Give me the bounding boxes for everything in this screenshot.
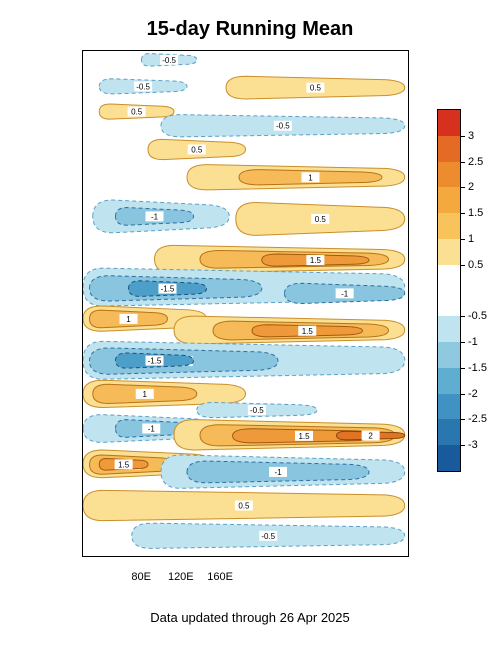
svg-text:-1.5: -1.5 <box>161 285 175 294</box>
x-tick-label: 160E <box>207 571 233 583</box>
colorbar-tick-label: -1 <box>460 336 478 348</box>
chart-title: 15-day Running Mean <box>0 18 500 41</box>
svg-text:0.5: 0.5 <box>315 215 327 224</box>
svg-text:0.5: 0.5 <box>310 84 322 93</box>
colorbar-tick-label: -0.5 <box>460 310 487 322</box>
svg-text:-1: -1 <box>274 468 282 477</box>
svg-text:-0.5: -0.5 <box>276 122 290 131</box>
svg-text:2: 2 <box>368 432 373 441</box>
x-tick-label: 120W <box>295 556 324 557</box>
colorbar-segment <box>438 419 460 445</box>
x-tick-label: 80E <box>131 571 151 583</box>
colorbar-segment <box>438 239 460 265</box>
colorbar-segment <box>438 187 460 213</box>
svg-text:1.5: 1.5 <box>310 256 322 265</box>
svg-text:-1: -1 <box>341 289 349 298</box>
colorbar: 32.521.510.5-0.5-1-1.5-2-2.5-3 <box>437 109 461 472</box>
svg-text:1.5: 1.5 <box>298 432 310 441</box>
x-tick-label: 140E <box>189 556 215 557</box>
svg-text:1: 1 <box>308 173 313 182</box>
update-caption: Data updated through 26 Apr 2025 <box>0 610 500 625</box>
colorbar-segment <box>438 316 460 342</box>
colorbar-segment <box>438 342 460 368</box>
svg-text:-1: -1 <box>151 212 159 221</box>
colorbar-tick-label: -2 <box>460 388 478 400</box>
x-tick-label: 20E <box>82 556 93 557</box>
x-tick-label: 10W <box>397 556 409 557</box>
colorbar-segment <box>438 445 460 471</box>
colorbar-segment <box>438 213 460 239</box>
colorbar-segment <box>438 368 460 394</box>
svg-text:1: 1 <box>143 390 148 399</box>
svg-text:1.5: 1.5 <box>302 327 314 336</box>
colorbar-tick-label: 1 <box>460 233 474 245</box>
colorbar-tick-label: 1.5 <box>460 207 483 219</box>
colorbar-tick-label: -2.5 <box>460 413 487 425</box>
x-tick-label: 100E <box>149 556 175 557</box>
hovmoeller-plot: -0.5-0.50.50.5-0.50.50.51-0.5-10.50.511.… <box>82 50 409 557</box>
colorbar-segment <box>438 265 460 317</box>
svg-text:-0.5: -0.5 <box>250 406 264 415</box>
svg-text:0.5: 0.5 <box>191 145 203 154</box>
colorbar-tick-label: 2 <box>460 181 474 193</box>
x-tick-label: 40W <box>377 556 400 557</box>
svg-text:-1: -1 <box>148 424 156 433</box>
svg-text:-0.5: -0.5 <box>261 532 275 541</box>
colorbar-segment <box>438 394 460 420</box>
colorbar-segment <box>438 136 460 162</box>
colorbar-tick-label: -3 <box>460 439 478 451</box>
colorbar-tick-label: -1.5 <box>460 362 487 374</box>
x-tick-label: 70E <box>123 556 143 557</box>
svg-text:1.5: 1.5 <box>118 460 130 469</box>
svg-text:-1.5: -1.5 <box>148 357 162 366</box>
colorbar-tick-label: 2.5 <box>460 156 483 168</box>
colorbar-segment <box>438 162 460 188</box>
svg-text:-0.5: -0.5 <box>162 56 176 65</box>
svg-text:0.5: 0.5 <box>238 502 250 511</box>
svg-text:0.5: 0.5 <box>131 108 143 117</box>
colorbar-segment <box>438 110 460 136</box>
colorbar-tick-label: 3 <box>460 130 474 142</box>
svg-text:-0.5: -0.5 <box>136 82 150 91</box>
svg-text:1: 1 <box>126 315 131 324</box>
colorbar-tick-label: 0.5 <box>460 259 483 271</box>
x-tick-label: 120E <box>168 571 194 583</box>
